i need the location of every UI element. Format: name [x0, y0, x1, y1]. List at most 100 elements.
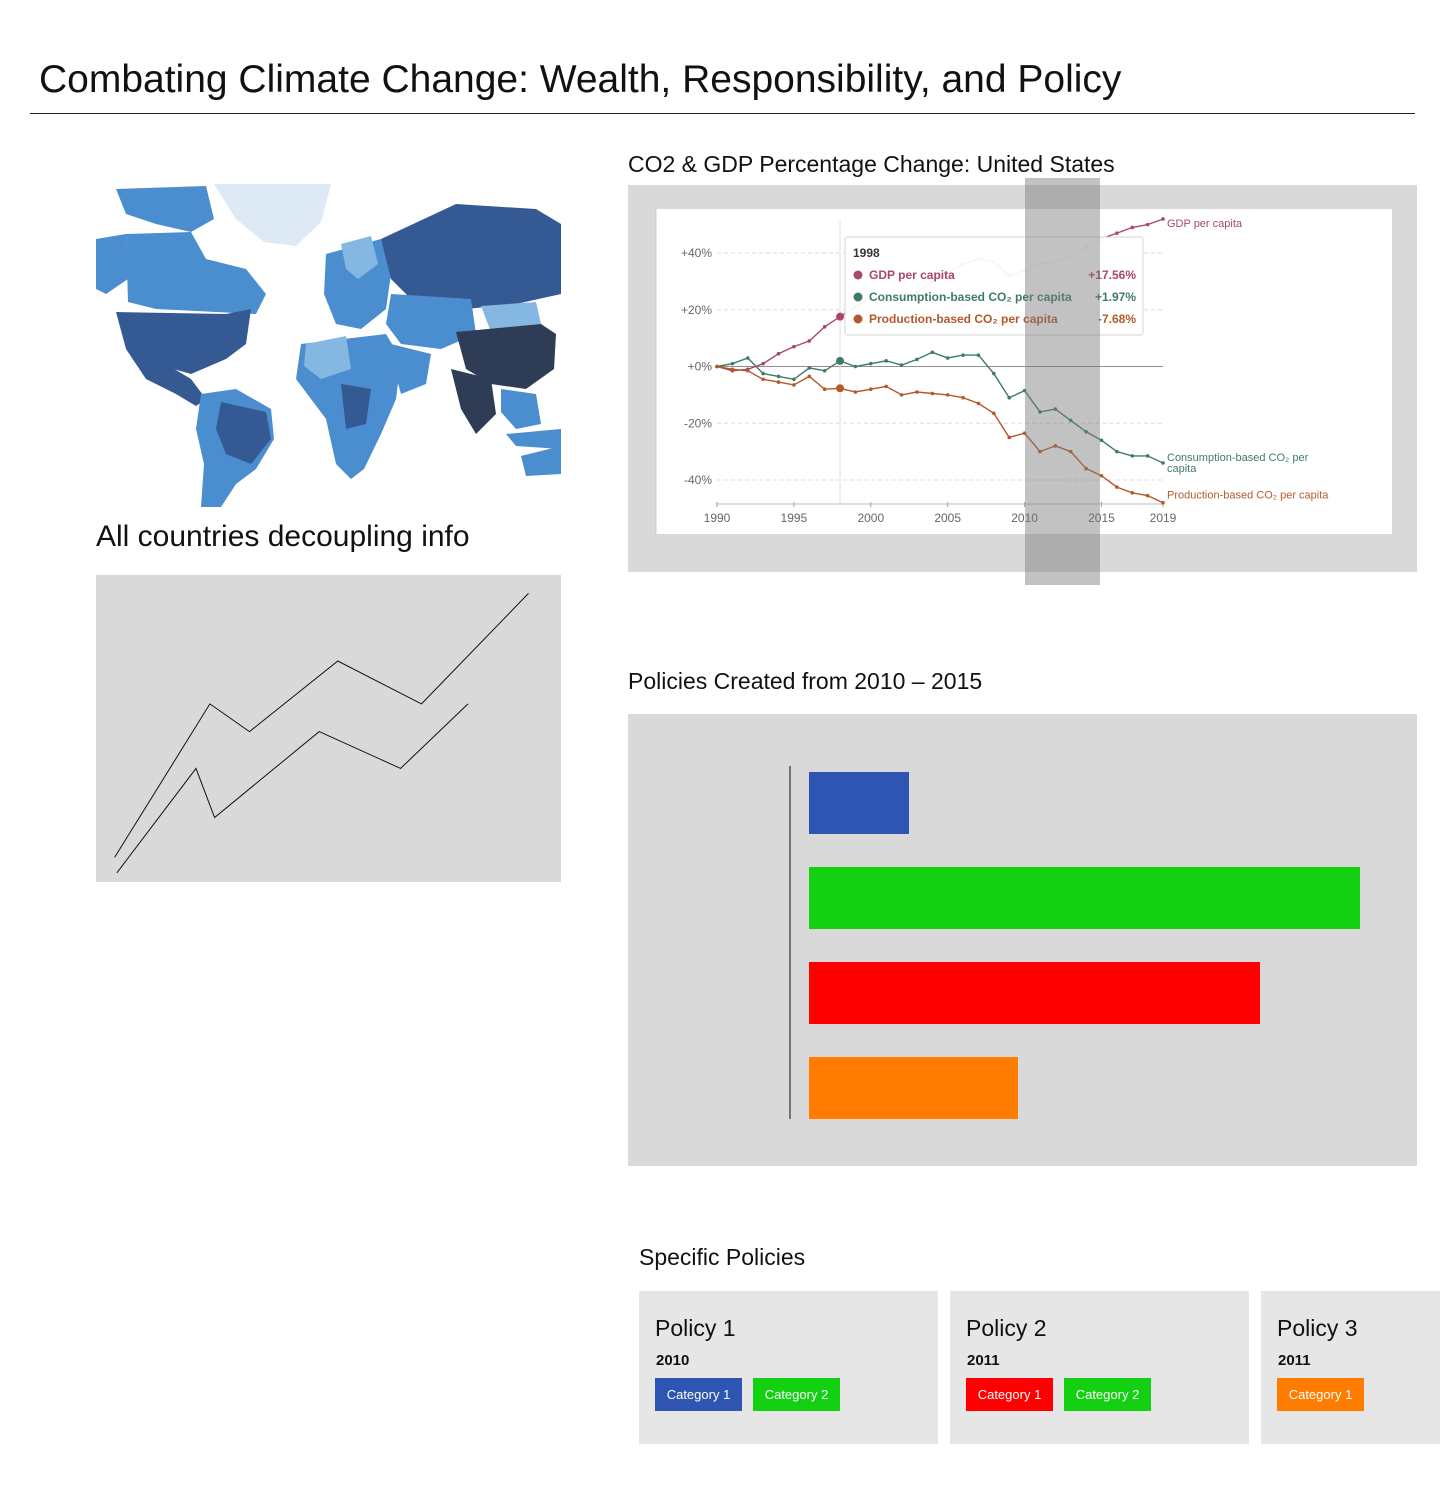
map-region-south-asia — [451, 369, 496, 434]
series-point — [853, 364, 858, 369]
series-point — [807, 374, 812, 379]
series-point — [1145, 493, 1150, 498]
x-tick-label: 2010 — [1011, 511, 1038, 525]
y-tick-label: -40% — [684, 473, 712, 487]
category-chip[interactable]: Category 1 — [1277, 1378, 1364, 1411]
map-region-usa — [116, 309, 251, 374]
series-point — [961, 353, 965, 357]
policy-card[interactable]: Policy 2 2011 Category 1 Category 2 — [950, 1291, 1249, 1444]
series-point — [1099, 473, 1104, 478]
series-point — [1145, 454, 1150, 458]
series-point — [776, 351, 781, 356]
series-point — [1130, 454, 1135, 458]
series-point — [1022, 431, 1027, 435]
series-point — [884, 384, 888, 389]
series-point — [899, 393, 904, 397]
series-point — [930, 391, 935, 396]
series-point — [822, 387, 827, 391]
policy-year: 2011 — [1278, 1352, 1311, 1369]
series-point — [899, 363, 904, 367]
series-point — [915, 357, 919, 362]
series-point — [745, 368, 750, 373]
map-region-central-asia — [386, 294, 476, 349]
map-region-indonesia — [506, 429, 561, 449]
policy-card[interactable]: Policy 3 2011 Category 1 — [1261, 1291, 1440, 1444]
decoupling-sketch — [114, 593, 529, 874]
series-point — [761, 377, 765, 382]
series-point — [945, 356, 950, 360]
policy-name: Policy 3 — [1277, 1315, 1358, 1341]
x-tick-label: 1990 — [704, 511, 731, 525]
policy-year: 2010 — [656, 1352, 690, 1369]
series-point — [807, 339, 812, 343]
map-region-canada — [126, 232, 266, 314]
map-region-mongolia — [481, 302, 541, 332]
series-point — [1161, 461, 1165, 465]
series-point — [1053, 407, 1058, 411]
co2-gdp-chart-title: CO2 & GDP Percentage Change: United Stat… — [628, 151, 1115, 177]
series-point — [1145, 222, 1150, 227]
end-label-gdp: GDP per capita — [1167, 218, 1243, 230]
tooltip-dot — [853, 292, 863, 302]
tooltip-row-label: Consumption-based CO₂ per capita — [869, 290, 1072, 304]
year-range-highlight[interactable] — [1025, 178, 1100, 585]
map-region-brazil — [216, 402, 271, 464]
title-divider — [30, 113, 1415, 114]
series-point — [945, 393, 950, 397]
series-point — [1115, 485, 1119, 489]
series-point — [836, 356, 845, 365]
map-region-scandinavia — [341, 236, 378, 279]
policy-bar — [809, 1057, 1018, 1119]
world-map[interactable] — [96, 184, 561, 507]
x-tick-label: 2019 — [1150, 511, 1177, 525]
series-point — [1161, 500, 1165, 505]
policy-name: Policy 1 — [655, 1315, 736, 1341]
series-point — [822, 324, 827, 329]
y-tick-label: +0% — [688, 360, 713, 374]
map-region-arctic-islands — [116, 186, 214, 232]
world-map-svg — [96, 184, 561, 507]
tooltip-dot — [853, 314, 863, 324]
policy-bar — [809, 962, 1260, 1024]
map-region-mexico — [126, 349, 206, 406]
policies-chart-title: Policies Created from 2010 – 2015 — [628, 668, 983, 694]
decoupling-chart-placeholder[interactable] — [96, 575, 561, 882]
end-label-production: Production-based CO₂ per capita — [1167, 490, 1329, 502]
x-tick-label: 1995 — [781, 511, 808, 525]
co2-gdp-svg: +40% +20% +0% -20% -40% 1990 1995 2000 2005 2010 2… — [653, 209, 1329, 534]
policy-card[interactable]: Policy 1 2010 Category 1 Category 2 — [639, 1291, 938, 1444]
policies-bar-svg — [789, 766, 1360, 1119]
category-chip[interactable]: Category 2 — [753, 1378, 840, 1411]
tooltip-row-label: Production-based CO₂ per capita — [869, 312, 1058, 326]
series-point — [836, 312, 845, 321]
series-point — [1161, 217, 1165, 221]
series-point — [776, 380, 781, 384]
series-point — [730, 361, 735, 366]
series-point — [1068, 449, 1073, 454]
tooltip-year: 1998 — [853, 246, 880, 260]
series-point — [836, 384, 845, 393]
series-point — [976, 353, 981, 357]
series-point — [930, 350, 935, 355]
tooltip-row-value: +1.97% — [1095, 290, 1136, 304]
category-chip[interactable]: Category 1 — [966, 1378, 1053, 1411]
x-tick-label: 2005 — [934, 511, 961, 525]
tooltip-row-label: GDP per capita — [869, 268, 955, 282]
map-region-central-africa — [341, 384, 371, 429]
policy-bar — [809, 772, 909, 834]
series-point — [1115, 449, 1119, 454]
policies-bar-chart[interactable] — [628, 714, 1417, 1166]
series-point — [1084, 429, 1088, 434]
series-point — [868, 361, 873, 366]
series-point — [1038, 449, 1042, 454]
y-tick-label: +20% — [681, 303, 712, 317]
series-point — [992, 411, 996, 416]
tooltip-box — [844, 236, 1144, 336]
category-chip[interactable]: Category 2 — [1064, 1378, 1151, 1411]
series-point — [745, 356, 750, 360]
policy-year: 2011 — [967, 1352, 1000, 1369]
category-chip[interactable]: Category 1 — [655, 1378, 742, 1411]
co2-gdp-line-chart[interactable]: +40% +20% +0% -20% -40% 1990 1995 2000 2005 2010 2… — [653, 209, 1392, 534]
series-point — [1007, 395, 1012, 400]
map-region-southeast-asia — [501, 389, 541, 429]
